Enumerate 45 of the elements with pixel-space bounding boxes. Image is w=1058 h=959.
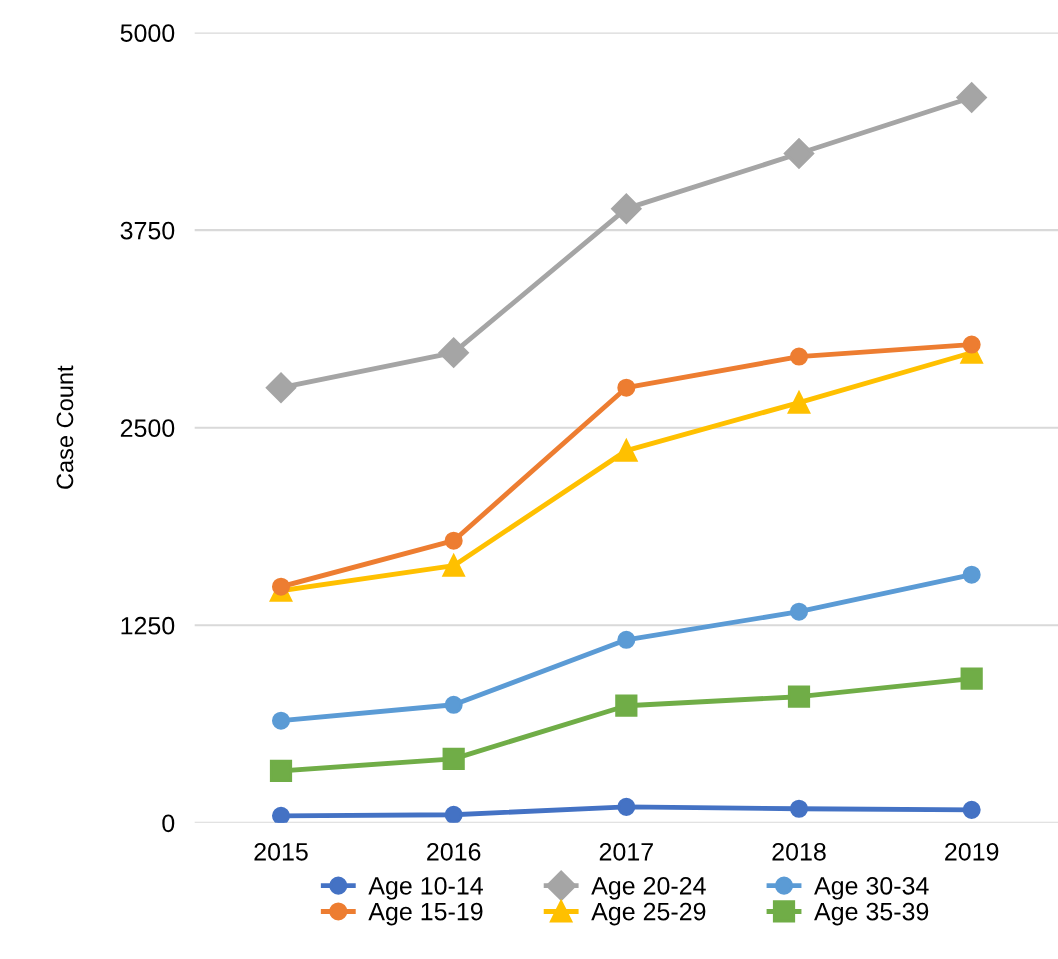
legend-label: Age 20-24 <box>591 876 706 900</box>
y-tick-label: 0 <box>162 814 175 833</box>
point <box>789 347 809 366</box>
x-tick-label: 2015 <box>254 842 308 861</box>
point <box>783 138 815 169</box>
point <box>617 378 636 397</box>
point <box>444 805 463 823</box>
point <box>271 577 291 596</box>
point <box>789 799 809 818</box>
point <box>789 602 809 621</box>
y-tick-label: 2500 <box>120 419 175 438</box>
point <box>960 667 983 690</box>
point <box>438 337 469 368</box>
point <box>614 437 639 462</box>
point <box>442 747 465 770</box>
point <box>441 552 466 577</box>
point <box>265 372 297 403</box>
legend-label: Age 35-39 <box>814 902 929 926</box>
legend-label: Age 10-14 <box>368 876 483 900</box>
legend-label: Age 25-29 <box>591 902 706 926</box>
legend-label: Age 15-19 <box>368 902 483 926</box>
point <box>611 193 642 224</box>
point <box>615 694 638 717</box>
y-axis-title: Case Count <box>56 365 74 489</box>
point <box>956 82 987 113</box>
x-tick-label: 2018 <box>772 842 826 861</box>
x-tick-label: 2016 <box>427 842 481 861</box>
point <box>962 565 981 584</box>
y-tick-label: 3750 <box>120 221 175 240</box>
x-tick-label: 2017 <box>599 842 653 861</box>
point <box>271 711 291 730</box>
point <box>617 630 636 649</box>
y-tick-label: 1250 <box>121 616 175 635</box>
point <box>962 800 981 819</box>
point <box>962 335 981 354</box>
point <box>444 531 463 550</box>
x-tick-label: 2019 <box>945 842 999 861</box>
point <box>617 797 636 816</box>
point <box>787 685 811 708</box>
point <box>787 391 811 414</box>
legend-label: Age 30-34 <box>814 876 929 900</box>
point <box>269 759 293 782</box>
point <box>444 695 463 714</box>
y-tick-label: 5000 <box>120 24 175 42</box>
point <box>271 806 291 823</box>
